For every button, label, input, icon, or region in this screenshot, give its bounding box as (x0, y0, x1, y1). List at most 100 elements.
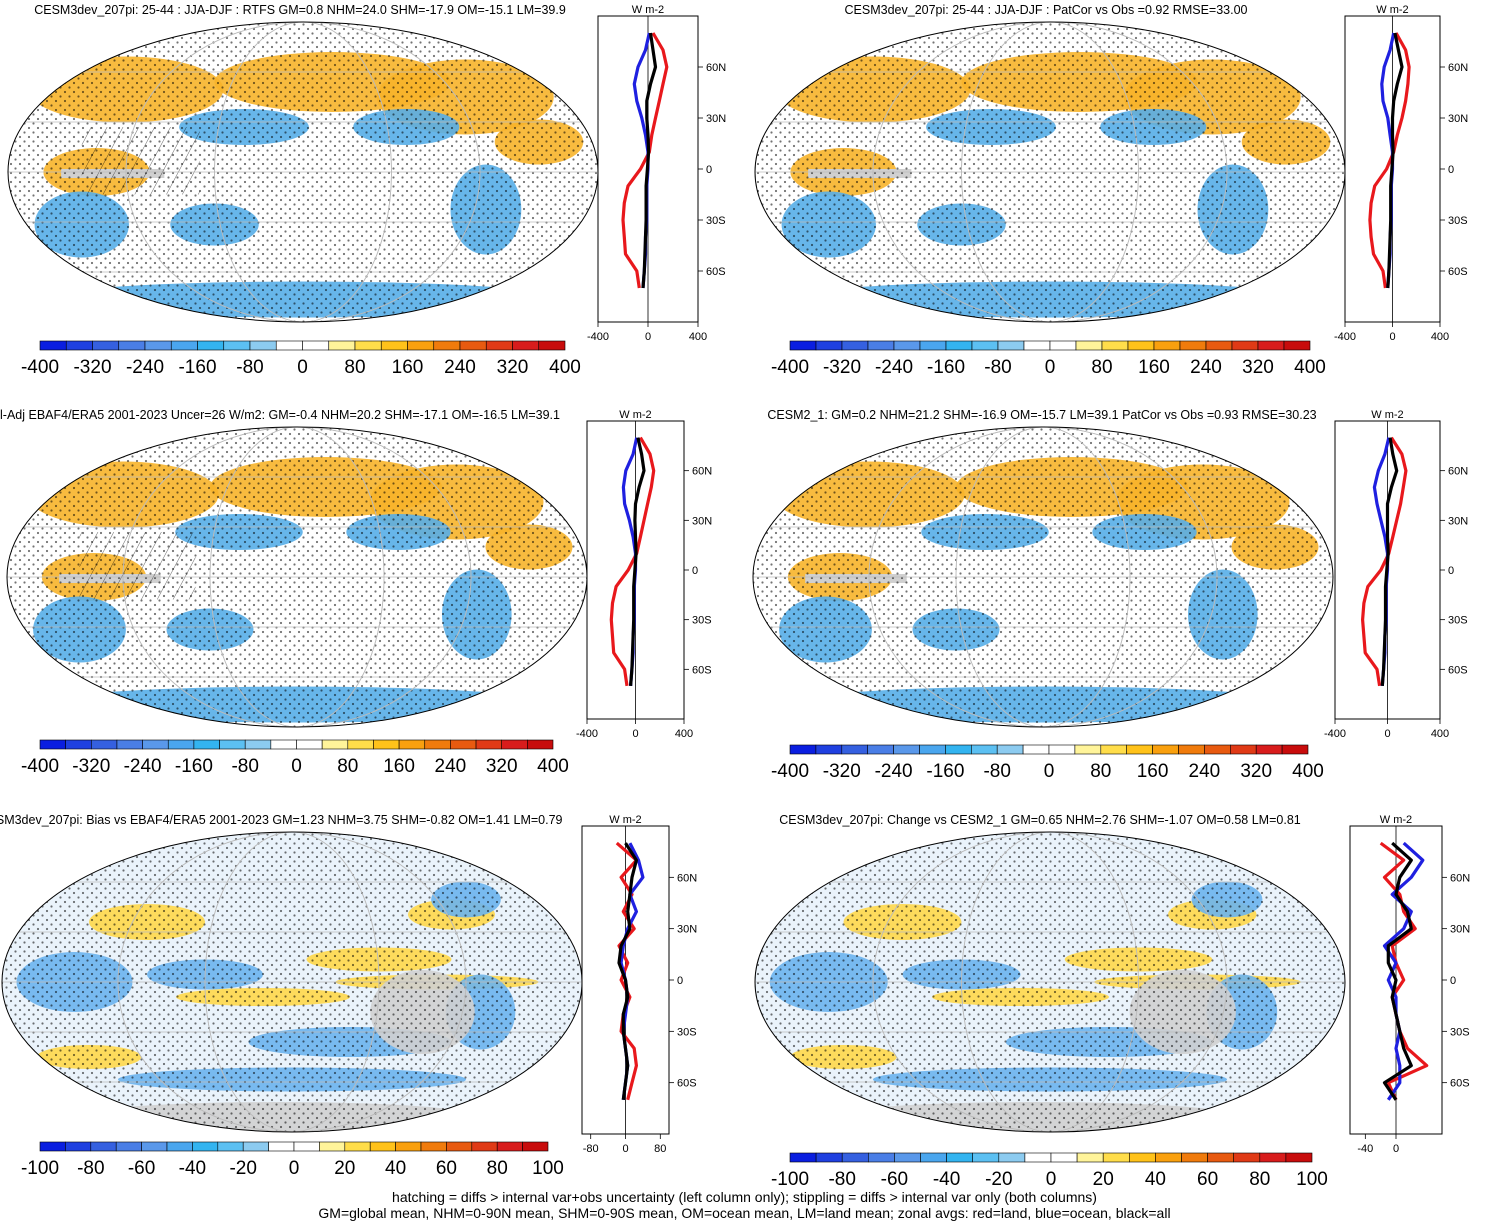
colorbar-box (398, 739, 426, 750)
zonal-panel: W m-2 60N 30N 0 30S 60S -400 0 400 (576, 409, 712, 740)
colorbar-label: 160 (1138, 357, 1170, 378)
zonal-line-land (621, 32, 669, 289)
colorbar-box (475, 739, 502, 750)
colorbar-box (894, 1152, 921, 1163)
colorbar-label: 80 (1090, 761, 1111, 782)
zonal-xlabel: 0 (1393, 1143, 1399, 1155)
graticule-lon (214, 22, 392, 322)
colorbar-box (997, 340, 1025, 351)
hatching (79, 532, 196, 600)
graticule-lon (872, 22, 1228, 322)
colorbar-box (90, 1141, 117, 1152)
zonal-panel: W m-2 60N 30N 0 30S 60S -40 0 (1349, 814, 1470, 1155)
colorbar-box (1230, 744, 1257, 755)
colorbar-label: 0 (1045, 357, 1056, 378)
colorbar-box (91, 739, 118, 750)
zonal-xlabel: 0 (645, 331, 651, 343)
colorbar-label: 0 (1046, 1169, 1057, 1190)
zonal-ylabel: 30S (692, 615, 712, 627)
zonal-line-all (641, 32, 658, 289)
colorbar-box (1127, 340, 1155, 351)
colorbar-box (1102, 1152, 1130, 1163)
zonal-ylabel: 30N (1448, 515, 1468, 527)
colorbar-box (118, 340, 146, 351)
zonal-xlabel: -400 (587, 331, 609, 343)
colorbar-box (420, 1141, 447, 1152)
colorbar-box (193, 739, 220, 750)
colorbar-box (65, 340, 93, 351)
graticule-lon (955, 427, 1131, 727)
colorbar-label: 40 (1145, 1169, 1166, 1190)
colorbar-box (270, 739, 297, 750)
zonal-ylabel: 0 (1448, 565, 1454, 577)
map-field (7, 427, 587, 727)
colorbar-box (496, 1141, 523, 1152)
map-field (8, 22, 598, 322)
colorbar-label: -400 (21, 756, 59, 777)
colorbar-box (141, 1141, 168, 1152)
colorbar-box (919, 744, 946, 755)
zonal-ylabel: 60N (1448, 62, 1468, 74)
zonal-line-all (629, 437, 646, 687)
colorbar-box (867, 744, 894, 755)
colorbar-box (841, 744, 868, 755)
colorbar-box (867, 1152, 895, 1163)
colorbar-label: 400 (537, 756, 569, 777)
colorbar-box (920, 1152, 947, 1163)
colorbar-box (1255, 744, 1283, 755)
colorbar-box (407, 340, 435, 351)
zonal-xlabel: 0 (1384, 728, 1390, 740)
colorbar-label: 20 (1093, 1169, 1114, 1190)
zonal-ylabel: 60S (692, 664, 712, 676)
colorbar-box (39, 739, 66, 750)
colorbar-box (945, 340, 973, 351)
colorbar-box (471, 1141, 498, 1152)
zonal-unit: W m-2 (632, 4, 664, 16)
panel-title: CESM2_1: GM=0.2 NHM=21.2 SHM=-16.9 OM=-1… (767, 408, 1316, 422)
panel-title: l-Adj EBAF4/ERA5 2001-2023 Uncer=26 W/m2… (0, 408, 560, 422)
colorbar-box (1024, 1152, 1052, 1163)
colorbar-label: -20 (229, 1158, 256, 1179)
colorbar-box (1205, 340, 1233, 351)
colorbar-label: 60 (436, 1158, 457, 1179)
colorbar-box (293, 1141, 320, 1152)
zonal-ylabel: 0 (1450, 975, 1456, 987)
colorbar-box (1231, 340, 1259, 351)
colorbar-box (1155, 1152, 1182, 1163)
graticule-lon (209, 427, 385, 727)
colorbar-box (275, 340, 303, 351)
zonal-ylabel: 60N (706, 62, 726, 74)
colorbar-label: -320 (823, 761, 861, 782)
graticule-lon (868, 427, 1218, 727)
footer-line-1: hatching = diffs > internal var+obs unce… (392, 1189, 1097, 1205)
zonal-xlabel: 0 (632, 728, 638, 740)
colorbar-box (1153, 340, 1181, 351)
colorbar-box (192, 1141, 219, 1152)
panel-middle-left: l-Adj EBAF4/ERA5 2001-2023 Uncer=26 W/m2… (0, 408, 712, 777)
zonal-unit: W m-2 (1376, 4, 1408, 16)
colorbar-box (167, 739, 195, 750)
zonal-ylabel: 30N (1448, 113, 1468, 125)
zonal-line-land (609, 436, 656, 687)
zonal-ylabel: 60S (677, 1078, 697, 1090)
zonal-ylabel: 30S (706, 215, 726, 227)
graticule-lon (125, 22, 481, 322)
colorbar-box (244, 739, 272, 750)
panel-bottom-right: CESM3dev_207pi: Change vs CESM2_1 GM=0.6… (754, 813, 1470, 1190)
colorbar-box (1074, 744, 1102, 755)
panel-title: CESM3dev_207pi: 25-44 : JJA-DJF : PatCor… (845, 3, 1248, 17)
colorbar-box (1100, 744, 1128, 755)
colorbar-label: 400 (1294, 357, 1326, 378)
colorbar-box (217, 1141, 244, 1152)
zonal-panel: W m-2 60N 30N 0 30S 60S -400 0 400 (1334, 4, 1468, 343)
zonal-panel: W m-2 60N 30N 0 30S 60S -80 0 80 (581, 814, 697, 1155)
colorbar-label: 400 (1292, 761, 1324, 782)
colorbar-box (170, 340, 198, 351)
colorbar-label: 400 (549, 357, 581, 378)
zonal-ylabel: 30N (706, 113, 726, 125)
colorbar-box (373, 739, 400, 750)
colorbar-box (39, 340, 67, 351)
zonal-unit: W m-2 (609, 814, 641, 826)
colorbar-box (522, 1141, 549, 1152)
map-field (753, 427, 1333, 727)
